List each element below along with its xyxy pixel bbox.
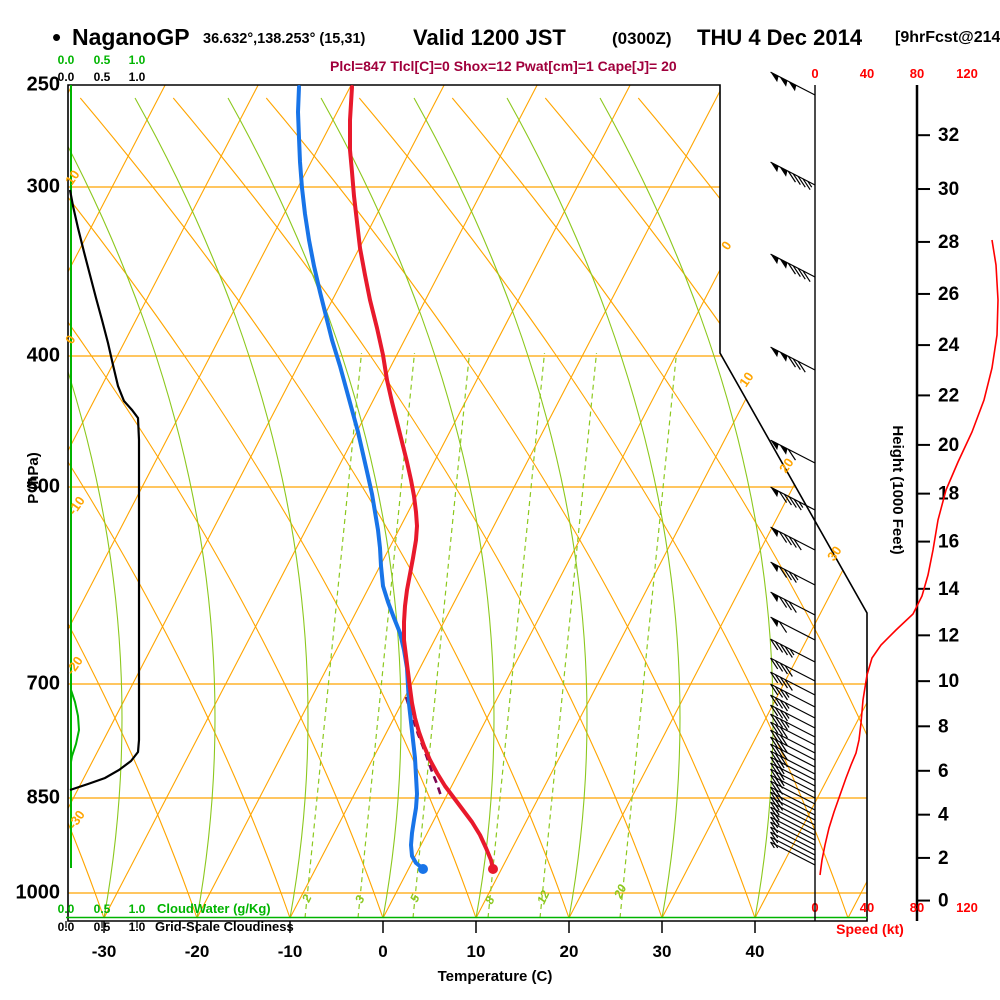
grid-scale-cloudiness-profile <box>68 189 141 792</box>
svg-text:-10: -10 <box>278 942 303 961</box>
svg-text:32: 32 <box>938 125 959 146</box>
wind-speed-profile <box>819 239 999 876</box>
svg-text:3: 3 <box>352 893 368 905</box>
svg-text:850: 850 <box>27 786 60 808</box>
svg-text:12: 12 <box>938 625 959 646</box>
svg-text:12: 12 <box>534 888 552 906</box>
svg-text:Height (1000 Feet): Height (1000 Feet) <box>889 425 906 554</box>
svg-text:20: 20 <box>560 942 579 961</box>
valid-time-utc: (0300Z) <box>612 29 672 48</box>
svg-text:10: 10 <box>467 942 486 961</box>
valid-time: Valid 1200 JST <box>413 25 566 50</box>
svg-text:-20: -20 <box>185 942 210 961</box>
svg-text:0.0: 0.0 <box>58 902 75 916</box>
wind-barbs <box>770 71 816 921</box>
temperature-curve <box>348 85 495 871</box>
svg-text:40: 40 <box>860 900 874 915</box>
svg-text:Speed (kt): Speed (kt) <box>836 921 904 937</box>
svg-text:0.5: 0.5 <box>94 53 111 67</box>
speed-axis: 0 0 40 40 80 80 120 120 Speed (kt) <box>811 66 977 937</box>
forecast-run-info: [9hrFcst@2147z] <box>895 29 1000 46</box>
svg-text:500: 500 <box>27 475 60 497</box>
svg-text:1.0: 1.0 <box>129 902 146 916</box>
svg-text:400: 400 <box>27 344 60 366</box>
svg-text:0: 0 <box>378 942 387 961</box>
svg-text:0.0: 0.0 <box>58 70 75 84</box>
cloudwater-profile <box>70 689 81 763</box>
svg-text:P (hPa): P (hPa) <box>25 452 42 503</box>
svg-text:8: 8 <box>938 716 949 737</box>
svg-text:0.5: 0.5 <box>94 902 111 916</box>
svg-text:30: 30 <box>653 942 672 961</box>
svg-text:30: 30 <box>938 179 959 200</box>
svg-text:1000: 1000 <box>16 881 61 903</box>
svg-text:6: 6 <box>938 761 949 782</box>
svg-text:20: 20 <box>938 435 959 456</box>
svg-text:4: 4 <box>938 805 949 826</box>
svg-text:14: 14 <box>938 579 960 600</box>
svg-text:80: 80 <box>910 66 924 81</box>
svg-text:80: 80 <box>910 900 924 915</box>
svg-text:22: 22 <box>938 385 959 406</box>
svg-text:10: 10 <box>736 369 757 389</box>
valid-date: THU 4 Dec 2014 <box>697 25 863 50</box>
svg-text:28: 28 <box>938 232 959 253</box>
svg-text:Temperature (C): Temperature (C) <box>438 968 553 985</box>
svg-text:40: 40 <box>860 66 874 81</box>
svg-text:-30: -30 <box>92 942 117 961</box>
stability-indices: Plcl=847 Tlcl[C]=0 Shox=12 Pwat[cm]=1 Ca… <box>330 58 677 74</box>
station-coordinates: 36.632°,138.253° (15,31) <box>203 31 366 47</box>
svg-text:2: 2 <box>299 892 315 905</box>
svg-text:700: 700 <box>27 672 60 694</box>
svg-text:2: 2 <box>938 848 949 869</box>
svg-text:CloudWater (g/Kg): CloudWater (g/Kg) <box>157 901 271 916</box>
svg-text:300: 300 <box>27 175 60 197</box>
svg-text:0.5: 0.5 <box>94 70 111 84</box>
svg-text:24: 24 <box>938 335 960 356</box>
station-bullet-icon: • <box>52 22 62 52</box>
svg-text:120: 120 <box>956 66 978 81</box>
svg-text:-20: -20 <box>63 653 86 677</box>
svg-text:20: 20 <box>611 882 630 901</box>
surface-dewpoint-dot <box>418 864 428 874</box>
svg-text:0.0: 0.0 <box>58 53 75 67</box>
svg-text:10: 10 <box>62 167 83 187</box>
svg-text:Grid-Scale Cloudiness: Grid-Scale Cloudiness <box>155 919 294 934</box>
svg-text:18: 18 <box>938 484 959 505</box>
svg-text:16: 16 <box>938 532 959 553</box>
svg-text:5: 5 <box>407 892 423 904</box>
svg-text:0: 0 <box>811 66 818 81</box>
axis-labels: 250 300 400 500 700 850 1000 P (hPa) -30 -20 -10 0 1… <box>16 53 765 985</box>
svg-text:0: 0 <box>938 891 949 912</box>
sounding-profiles <box>68 85 999 876</box>
svg-text:20: 20 <box>776 455 797 475</box>
svg-text:10: 10 <box>938 671 959 692</box>
svg-text:120: 120 <box>956 900 978 915</box>
svg-text:26: 26 <box>938 284 959 305</box>
station-name: NaganoGP <box>72 24 190 50</box>
svg-text:40: 40 <box>746 942 765 961</box>
svg-text:250: 250 <box>27 73 60 95</box>
svg-text:1.0: 1.0 <box>129 53 146 67</box>
svg-text:30: 30 <box>824 543 845 563</box>
surface-temperature-dot <box>488 864 498 874</box>
plot-frame <box>66 84 868 922</box>
dewpoint-curve <box>296 85 425 871</box>
plot-background-lines <box>68 85 867 919</box>
svg-text:1.0: 1.0 <box>129 70 146 84</box>
